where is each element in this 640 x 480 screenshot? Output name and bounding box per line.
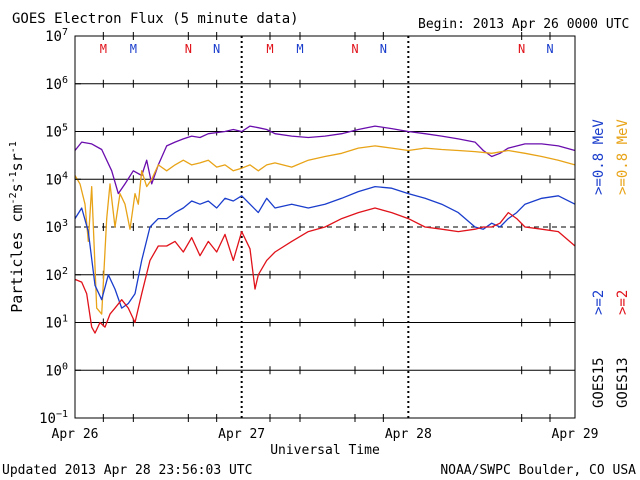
marker-label: M xyxy=(130,42,137,56)
plot-grid xyxy=(75,83,575,371)
y-tick-label: 10−1 xyxy=(39,409,68,427)
y-tick-label: 103 xyxy=(45,218,68,236)
legend: GOES15 >=2 >=0.8 MeV GOES13 >=2 >=0.8 MeV xyxy=(591,119,631,408)
series-line-goes15-2-mev xyxy=(74,185,576,309)
x-axis: Apr 26 Apr 27 Apr 28 Apr 29 xyxy=(52,427,599,442)
y-axis-title-exp: -1 xyxy=(8,171,19,183)
y-axis-title: Particles cm-2s-1sr-1 xyxy=(8,141,26,313)
legend-label: >=0.8 MeV xyxy=(615,119,631,195)
legend-label: >=2 xyxy=(591,290,607,315)
marker-label: N xyxy=(380,42,387,56)
updated-timestamp: Updated 2013 Apr 28 23:56:03 UTC xyxy=(2,463,252,478)
y-tick-label: 102 xyxy=(45,266,68,284)
y-tick-label: 101 xyxy=(45,314,68,332)
y-axis-title-part: Particles cm xyxy=(8,204,26,312)
data-series xyxy=(74,125,576,334)
y-tick-label: 107 xyxy=(45,27,68,45)
chart-title: GOES Electron Flux (5 minute data) xyxy=(12,11,299,27)
marker-label: M xyxy=(100,42,107,56)
x-tick-label: Apr 26 xyxy=(52,427,99,442)
marker-label: N xyxy=(185,42,192,56)
y-axis-title-part: s xyxy=(8,183,26,192)
x-axis-title: Universal Time xyxy=(270,443,380,458)
marker-label: M xyxy=(296,42,303,56)
legend-label: GOES13 xyxy=(615,357,631,408)
legend-label: >=2 xyxy=(615,290,631,315)
y-tick-label: 100 xyxy=(45,361,68,379)
y-axis: 107 106 105 104 103 102 101 100 10−1 xyxy=(39,27,81,427)
x-tick-label: Apr 27 xyxy=(218,427,265,442)
marker-label: M xyxy=(266,42,273,56)
legend-label: >=0.8 MeV xyxy=(591,119,607,195)
x-tick-label: Apr 29 xyxy=(552,427,599,442)
y-axis-title-part: sr xyxy=(8,153,26,171)
series-line-goes15-0-8-mev xyxy=(74,125,576,195)
begin-label: Begin: 2013 Apr 26 0000 UTC xyxy=(418,17,629,32)
y-tick-label: 106 xyxy=(45,75,68,93)
y-tick-label: 104 xyxy=(45,170,68,188)
legend-label: GOES15 xyxy=(591,357,607,408)
marker-label: N xyxy=(518,42,525,56)
x-tick-label: Apr 28 xyxy=(385,427,432,442)
marker-label: N xyxy=(213,42,220,56)
series-line-goes13-2-mev xyxy=(74,207,576,334)
marker-label: N xyxy=(546,42,553,56)
y-tick-label: 105 xyxy=(45,123,68,141)
marker-label: N xyxy=(351,42,358,56)
y-axis-title-exp: -1 xyxy=(8,141,19,153)
series-line-goes13-0-8-mev xyxy=(74,145,576,315)
credit-label: NOAA/SWPC Boulder, CO USA xyxy=(440,463,636,478)
y-axis-title-exp: -2 xyxy=(8,192,19,204)
